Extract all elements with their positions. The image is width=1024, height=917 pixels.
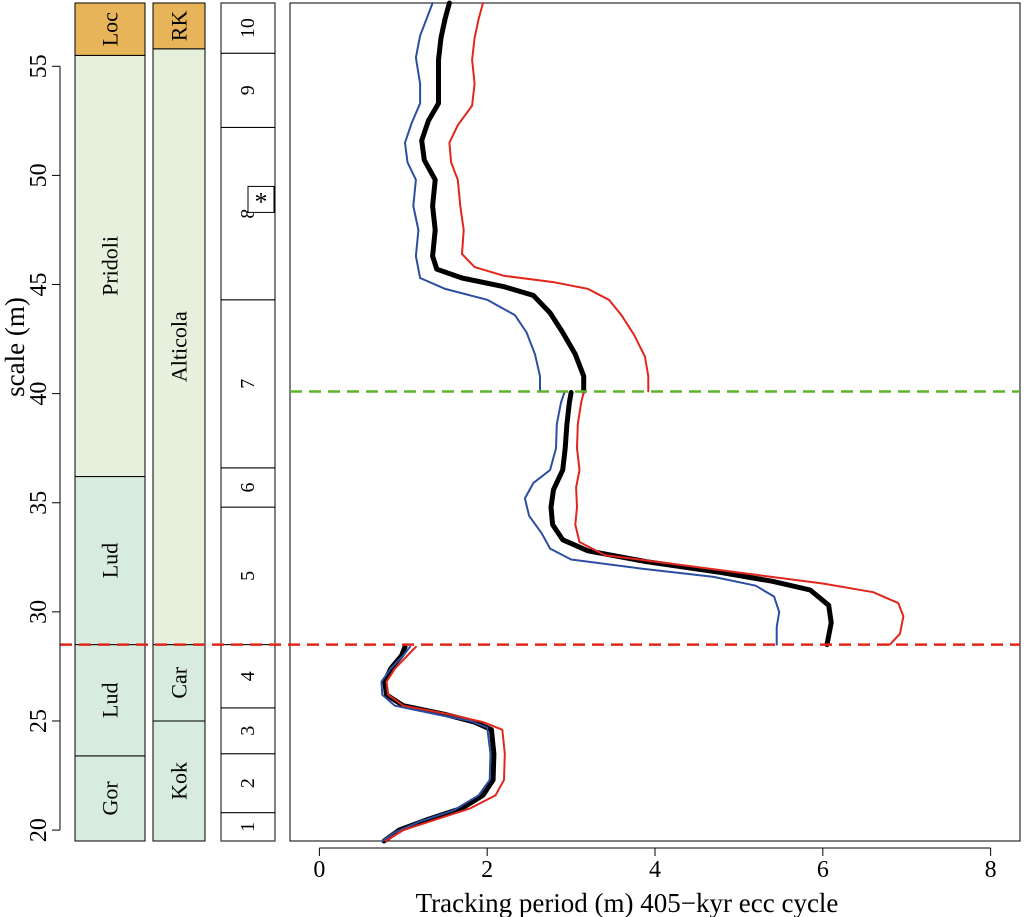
strat-unit <box>220 644 276 709</box>
strat-unit <box>220 812 276 842</box>
stratigraphic-columns: Gor Lud Lud Pridoli Loc Kok Car Alticola RK 1 2 3 4 5… <box>74 2 276 842</box>
x-tick-label: 2 <box>481 857 493 883</box>
series-line-blue <box>404 2 541 393</box>
strat-unit <box>220 126 276 301</box>
y-tick-label: 30 <box>26 600 52 624</box>
strat-unit <box>74 644 146 757</box>
series-line-red <box>574 391 905 646</box>
series-line-black <box>419 0 587 394</box>
strat-unit-label: Loc <box>98 12 123 46</box>
series-red <box>384 2 905 842</box>
strat-unit <box>152 644 206 722</box>
strat-unit <box>220 707 276 755</box>
x-tick-label: 4 <box>649 857 661 883</box>
strat-unit-label: 9 <box>237 85 259 95</box>
strat-unit-label: Kok <box>167 762 192 800</box>
strat-unit <box>74 2 146 56</box>
strat-unit-label: Pridoli <box>98 236 123 296</box>
strat-column-1: Gor Lud Lud Pridoli Loc <box>74 2 146 842</box>
strat-unit <box>220 2 276 54</box>
strat-unit <box>220 299 276 469</box>
strat-unit-label: 4 <box>237 671 259 681</box>
strat-unit <box>152 720 206 842</box>
strat-unit-label: Alticola <box>167 311 192 382</box>
strat-unit-label: 8 <box>237 209 259 219</box>
strat-unit-label: Car <box>167 666 192 698</box>
y-tick-label: 25 <box>26 709 52 733</box>
strat-unit <box>74 54 146 478</box>
strat-unit-label: 7 <box>237 379 259 389</box>
marker-box <box>247 185 275 213</box>
strat-unit-label: 10 <box>237 18 259 38</box>
x-axis-title: Tracking period (m) 405−kyr ecc cycle <box>416 888 839 917</box>
strat-unit-label: RK <box>167 11 192 42</box>
strat-unit <box>220 467 276 508</box>
strat-unit-label: Lud <box>98 683 123 718</box>
strat-unit-label: 1 <box>237 822 259 832</box>
strat-unit <box>74 755 146 842</box>
series-line-black <box>548 390 834 648</box>
strat-unit <box>152 2 206 50</box>
y-tick-label: 55 <box>26 54 52 78</box>
y-tick-label: 50 <box>26 163 52 187</box>
y-tick-label: 20 <box>26 818 52 842</box>
strat-unit <box>152 48 206 646</box>
strat-unit-label: 5 <box>237 571 259 581</box>
x-tick-label: 6 <box>817 857 829 883</box>
series-line-blue <box>380 645 492 842</box>
strat-unit <box>220 753 276 814</box>
y-tick-label: 45 <box>26 273 52 297</box>
x-tick-label: 8 <box>985 857 997 883</box>
series-blue <box>380 2 781 842</box>
strat-unit-label: 6 <box>237 482 259 492</box>
series-line-red <box>384 645 506 842</box>
y-tick-label: 40 <box>26 382 52 406</box>
y-tick-label: 35 <box>26 491 52 515</box>
strat-unit-label: Lud <box>98 543 123 578</box>
strat-unit-label: 2 <box>237 778 259 788</box>
strat-unit <box>220 52 276 128</box>
plot-frame <box>289 2 1021 842</box>
marker-label: * <box>255 187 268 216</box>
strat-unit-label: Gor <box>98 781 123 816</box>
series-line-red <box>448 2 650 393</box>
x-tick-label: 0 <box>313 857 325 883</box>
series-line-blue <box>523 391 781 646</box>
tracking-period-plot <box>60 0 1021 844</box>
y-axis-title: scale (m) <box>0 297 30 397</box>
strat-column-3: 1 2 3 4 5 6 7 8 9 10 * <box>220 2 276 842</box>
strat-column-2: Kok Car Alticola RK <box>152 2 206 842</box>
series-line-black <box>381 644 497 844</box>
strat-unit-label: 3 <box>237 726 259 736</box>
